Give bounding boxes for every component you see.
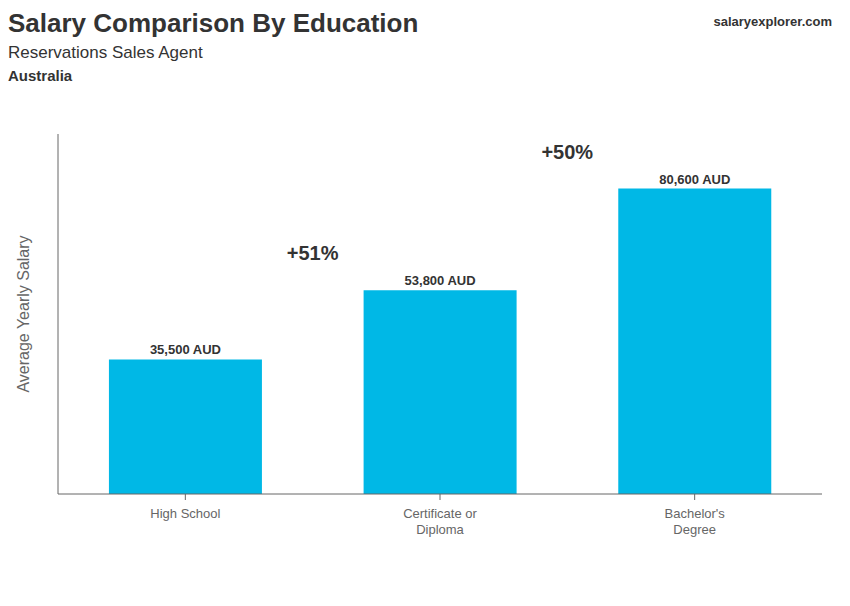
- svg-text:Average Yearly Salary: Average Yearly Salary: [15, 235, 32, 392]
- svg-text:80,600 AUD: 80,600 AUD: [659, 172, 730, 187]
- svg-text:Bachelor'sDegree: Bachelor'sDegree: [665, 506, 726, 537]
- svg-text:Certificate orDiploma: Certificate orDiploma: [403, 506, 477, 537]
- svg-text:+51%: +51%: [287, 242, 339, 264]
- svg-text:35,500 AUD: 35,500 AUD: [150, 342, 221, 357]
- svg-text:High School: High School: [150, 506, 220, 521]
- html-text:Salary Comparison By Education: Salary Comparison By Education: [8, 8, 419, 38]
- svg-text:53,800 AUD: 53,800 AUD: [405, 273, 476, 288]
- html-text:salary explorer.com: salary explorer.com: [713, 14, 832, 29]
- html-text:Australia: Australia: [8, 67, 73, 84]
- svg-text:+50%: +50%: [541, 141, 593, 163]
- html-text:Reservations Sales Agent: Reservations Sales Agent: [8, 43, 203, 62]
